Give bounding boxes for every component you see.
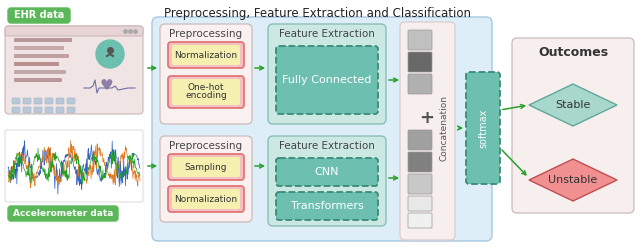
Text: Feature Extraction: Feature Extraction	[279, 29, 375, 39]
Text: Preprocessing: Preprocessing	[170, 141, 243, 151]
Text: Transformers: Transformers	[291, 201, 364, 211]
FancyBboxPatch shape	[172, 45, 240, 65]
Polygon shape	[529, 159, 617, 201]
FancyBboxPatch shape	[14, 62, 59, 66]
Polygon shape	[529, 84, 617, 126]
Text: Normalization: Normalization	[175, 51, 237, 60]
FancyBboxPatch shape	[408, 174, 432, 194]
FancyBboxPatch shape	[168, 42, 244, 68]
FancyBboxPatch shape	[12, 98, 20, 104]
Text: softmax: softmax	[478, 108, 488, 148]
FancyBboxPatch shape	[408, 130, 432, 150]
FancyBboxPatch shape	[168, 76, 244, 108]
FancyBboxPatch shape	[14, 70, 66, 74]
FancyBboxPatch shape	[172, 79, 240, 105]
Text: Preprocessing, Feature Extraction and Classification: Preprocessing, Feature Extraction and Cl…	[164, 7, 472, 20]
FancyBboxPatch shape	[14, 54, 69, 58]
FancyBboxPatch shape	[268, 136, 386, 226]
FancyBboxPatch shape	[56, 98, 64, 104]
Text: One-hot: One-hot	[188, 84, 224, 93]
Text: Sampling: Sampling	[185, 162, 227, 172]
FancyBboxPatch shape	[45, 98, 53, 104]
Circle shape	[96, 40, 124, 68]
FancyBboxPatch shape	[14, 78, 62, 82]
FancyBboxPatch shape	[8, 8, 70, 23]
FancyBboxPatch shape	[268, 24, 386, 124]
FancyBboxPatch shape	[276, 158, 378, 186]
Text: Accelerometer data: Accelerometer data	[13, 209, 113, 218]
FancyBboxPatch shape	[400, 22, 455, 240]
Text: Fully Connected: Fully Connected	[282, 75, 372, 85]
FancyBboxPatch shape	[23, 98, 31, 104]
FancyBboxPatch shape	[408, 74, 432, 94]
FancyBboxPatch shape	[152, 17, 492, 241]
FancyBboxPatch shape	[168, 154, 244, 180]
FancyBboxPatch shape	[408, 152, 432, 172]
Text: EHR data: EHR data	[14, 10, 64, 21]
FancyBboxPatch shape	[276, 192, 378, 220]
FancyBboxPatch shape	[172, 189, 240, 209]
FancyBboxPatch shape	[8, 206, 118, 221]
FancyBboxPatch shape	[67, 98, 75, 104]
Text: +: +	[419, 109, 435, 127]
FancyBboxPatch shape	[23, 107, 31, 113]
FancyBboxPatch shape	[34, 98, 42, 104]
Text: Normalization: Normalization	[175, 194, 237, 204]
FancyBboxPatch shape	[56, 107, 64, 113]
FancyBboxPatch shape	[5, 130, 143, 202]
FancyBboxPatch shape	[45, 107, 53, 113]
Text: Outcomes: Outcomes	[538, 45, 608, 59]
FancyBboxPatch shape	[466, 72, 500, 184]
FancyBboxPatch shape	[276, 46, 378, 114]
FancyBboxPatch shape	[67, 107, 75, 113]
Text: Stable: Stable	[556, 100, 591, 110]
FancyBboxPatch shape	[168, 186, 244, 212]
Text: ♥: ♥	[99, 77, 113, 93]
FancyBboxPatch shape	[160, 24, 252, 124]
Text: Preprocessing: Preprocessing	[170, 29, 243, 39]
FancyBboxPatch shape	[408, 52, 432, 72]
FancyBboxPatch shape	[408, 213, 432, 228]
Text: encoding: encoding	[185, 92, 227, 100]
FancyBboxPatch shape	[172, 157, 240, 177]
FancyBboxPatch shape	[14, 38, 72, 42]
Text: Feature Extraction: Feature Extraction	[279, 141, 375, 151]
FancyBboxPatch shape	[14, 46, 64, 50]
Text: CNN: CNN	[315, 167, 339, 177]
FancyBboxPatch shape	[408, 196, 432, 211]
FancyBboxPatch shape	[408, 30, 432, 50]
Text: Concatenation: Concatenation	[440, 95, 449, 161]
FancyBboxPatch shape	[512, 38, 634, 213]
FancyBboxPatch shape	[5, 26, 143, 114]
Text: Unstable: Unstable	[548, 175, 598, 185]
FancyBboxPatch shape	[160, 136, 252, 222]
FancyBboxPatch shape	[34, 107, 42, 113]
FancyBboxPatch shape	[5, 26, 143, 36]
FancyBboxPatch shape	[12, 107, 20, 113]
